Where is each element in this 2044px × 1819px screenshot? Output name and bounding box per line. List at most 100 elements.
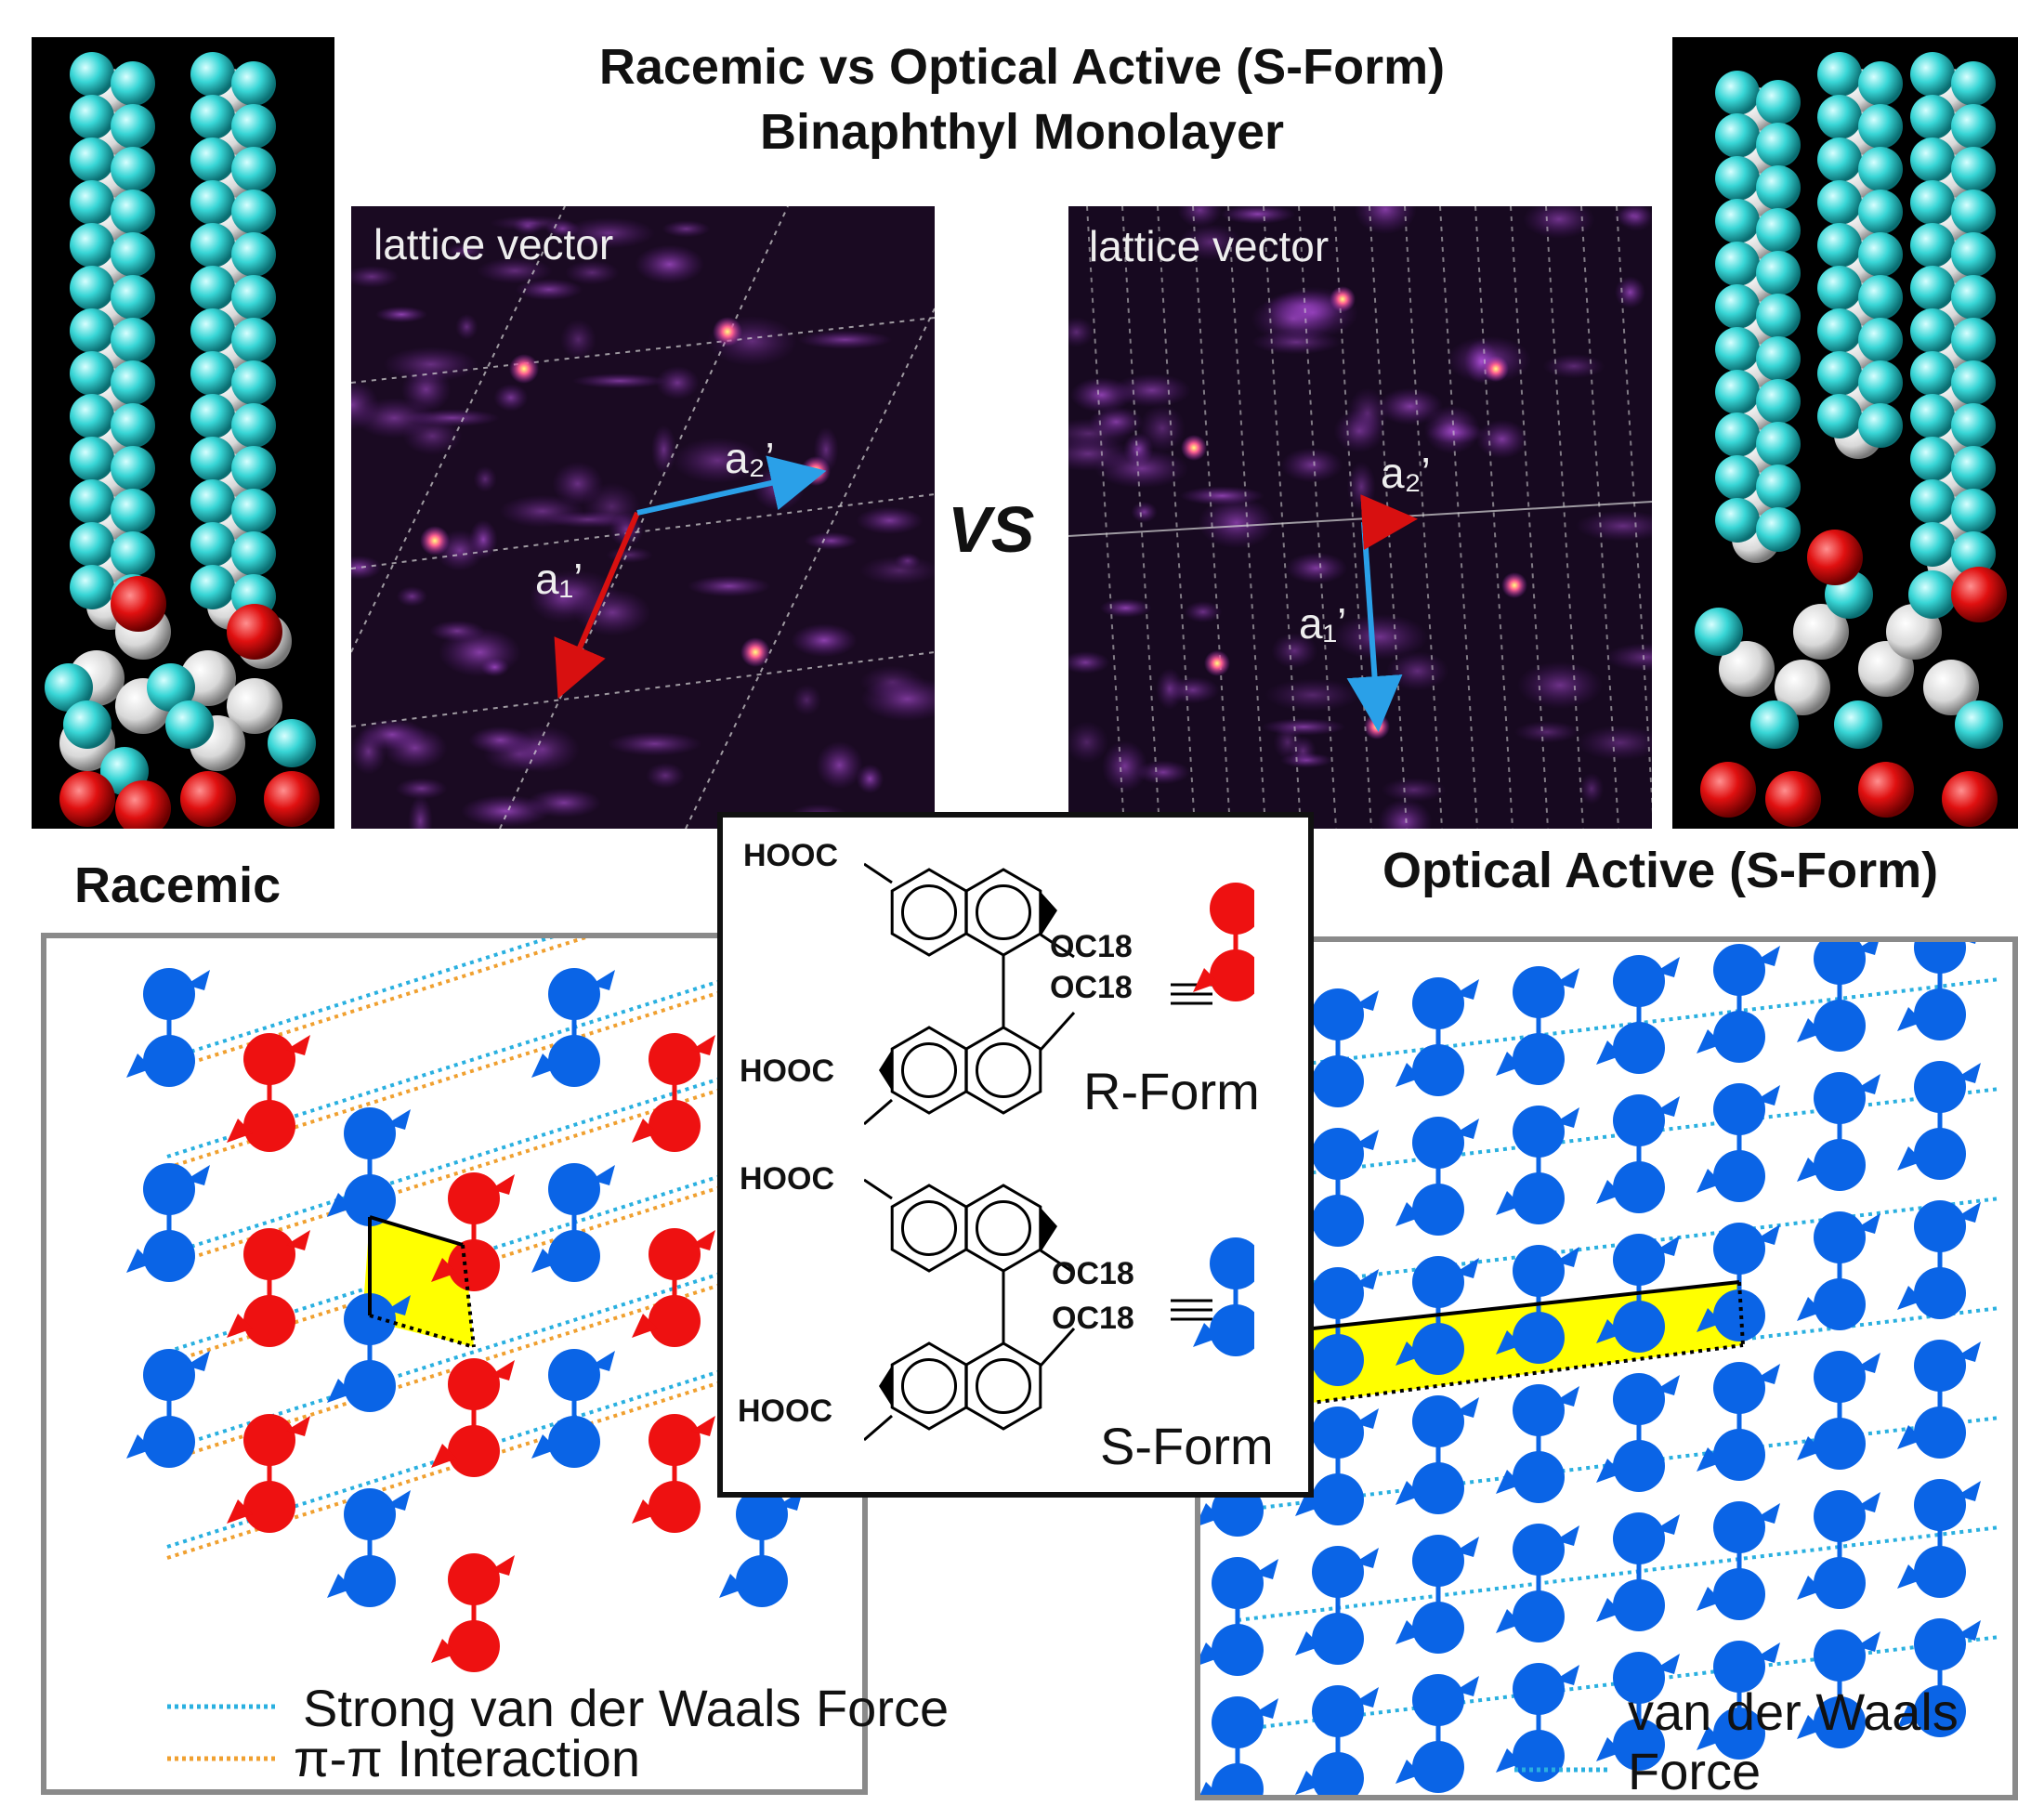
- hydrogen-atom: [1951, 147, 1996, 191]
- hydrogen-atom: [190, 95, 235, 139]
- hydrogen-atom: [1756, 465, 1801, 509]
- stm-density-blob: [1264, 678, 1360, 712]
- molecule-naphthyl-unit: [548, 968, 600, 1020]
- molecule-tail: [1756, 946, 1780, 966]
- hydrogen-atom: [1951, 275, 1996, 320]
- hydrogen-atom: [1951, 403, 1996, 448]
- molecule-naphthyl-unit: [1914, 1061, 1966, 1113]
- stm-left-a1-label: a₁’: [535, 555, 583, 603]
- strong-vdw-legend-text: Strong van der Waals Force: [303, 1679, 950, 1737]
- hydrogen-atom: [231, 318, 276, 362]
- molecule-naphthyl-unit: [1513, 1663, 1565, 1715]
- hydrogen-atom: [1951, 104, 1996, 149]
- molecule-naphthyl-unit: [344, 1488, 396, 1540]
- vdw-interaction-line: [1237, 1525, 2000, 1622]
- s-form-lattice-diagram: [1200, 942, 2000, 1795]
- molecule-naphthyl-unit: [143, 1035, 195, 1087]
- molecule-tail: [1254, 1559, 1278, 1579]
- molecule-naphthyl-unit: [1513, 1451, 1565, 1503]
- molecule-naphthyl-unit: [1914, 942, 1966, 974]
- molecule-tail: [1957, 1620, 1981, 1641]
- molecule-tail: [1555, 1525, 1579, 1546]
- molecule-naphthyl-unit: [1210, 1237, 1254, 1289]
- stm-density-blob: [564, 260, 620, 285]
- hydrogen-atom: [1750, 700, 1799, 749]
- hydrogen-atom: [1817, 266, 1862, 310]
- stm-density-blob: [351, 265, 400, 288]
- lattice-grid-line: [1263, 206, 1302, 829]
- molecule-tail: [1254, 1698, 1278, 1719]
- molecule-tail: [1555, 968, 1579, 988]
- molecule-naphthyl-unit: [1513, 1172, 1565, 1224]
- molecule-naphthyl-unit: [344, 1555, 396, 1607]
- molecule-tail: [1200, 1642, 1221, 1665]
- aromatic-circle: [900, 1199, 958, 1257]
- ether-bond: [1039, 1011, 1076, 1052]
- oxygen-atom: [59, 771, 115, 827]
- stm-density-blob: [1614, 276, 1646, 308]
- molecule-naphthyl-unit: [1914, 1685, 1966, 1737]
- molecule-tail: [387, 1109, 411, 1130]
- molecule-naphthyl-unit: [1613, 955, 1665, 1007]
- molecule-tail: [1797, 1436, 1823, 1460]
- stm-density-blob: [1423, 405, 1480, 454]
- molecule-naphthyl-unit: [1613, 1094, 1665, 1146]
- molecule-naphthyl-unit: [1613, 1440, 1665, 1492]
- molecule-tail: [1555, 1665, 1579, 1685]
- molecule-tail: [1797, 1158, 1823, 1182]
- wedge-bond: [879, 1050, 892, 1091]
- stm-density-blob: [672, 437, 764, 484]
- carbon-atom: [1719, 641, 1775, 697]
- stm-density-blob: [493, 384, 529, 412]
- hydrogen-atom: [147, 663, 195, 712]
- molecule-tail: [1295, 1492, 1321, 1516]
- hydrogen-atom: [1910, 308, 1955, 353]
- hydrogen-atom: [268, 719, 316, 767]
- vdw-interaction-line: [1237, 1197, 2000, 1293]
- molecule-naphthyl-unit: [1814, 1072, 1866, 1124]
- hydrogen-atom: [165, 700, 214, 749]
- molecule-naphthyl-unit: [1513, 966, 1565, 1018]
- stm-density-blob: [477, 257, 553, 284]
- molecule-naphthyl-unit: [548, 1163, 600, 1215]
- molecule-naphthyl-unit: [448, 1553, 500, 1605]
- stm-density-blob: [351, 555, 382, 580]
- hydrogen-atom: [1910, 437, 1955, 481]
- s-form-label: S-Form: [1100, 1417, 1274, 1475]
- hydrogen-atom: [70, 394, 114, 438]
- stm-density-blob: [856, 506, 924, 535]
- stm-density-blob: [860, 676, 935, 722]
- hydrogen-atom: [1715, 242, 1760, 286]
- stm-density-blob: [687, 575, 771, 597]
- stm-left-a2-label: a₂’: [725, 434, 775, 482]
- stm-density-blob: [408, 795, 433, 829]
- hydrogen-atom: [190, 394, 235, 438]
- molecule-tail: [1395, 1620, 1422, 1644]
- molecule-tail: [1200, 1503, 1221, 1525]
- molecule-naphthyl-unit: [243, 1033, 295, 1085]
- molecule-tail: [1596, 1040, 1622, 1065]
- carbon-atom: [1793, 604, 1849, 660]
- hydrogen-atom: [1756, 379, 1801, 424]
- figure-title-line2: Binaphthyl Monolayer: [759, 104, 1285, 160]
- molecule-naphthyl-unit: [736, 1555, 788, 1607]
- aromatic-circle: [975, 1041, 1032, 1099]
- molecule-naphthyl-unit: [243, 1481, 295, 1533]
- molecule-naphthyl-unit: [1914, 1618, 1966, 1670]
- molecule-naphthyl-unit: [1513, 1245, 1565, 1297]
- hydrogen-atom: [1715, 455, 1760, 500]
- vdw-legend-line: [1514, 1767, 1607, 1773]
- carboxyl-bond: [864, 1098, 893, 1126]
- stm-bright-spot: [1483, 356, 1509, 382]
- molecule-tail: [1355, 990, 1379, 1011]
- molecule-naphthyl-unit: [1613, 1234, 1665, 1286]
- molecule-naphthyl-unit: [1412, 1044, 1464, 1096]
- molecule-tail: [1856, 1492, 1880, 1512]
- hydrogen-atom: [1695, 608, 1743, 656]
- hydrogen-atom: [1715, 327, 1760, 372]
- molecule-tail: [387, 1295, 411, 1315]
- hydrogen-atom: [1817, 308, 1862, 353]
- vdw-interaction-line: [166, 938, 555, 1061]
- molecule-tail: [1797, 1576, 1823, 1600]
- molecule-tail: [1455, 1537, 1479, 1557]
